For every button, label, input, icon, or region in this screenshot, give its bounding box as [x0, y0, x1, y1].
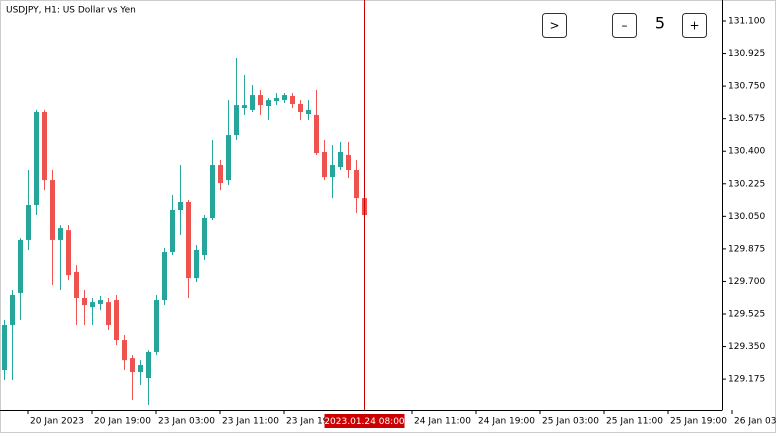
candle-body — [330, 164, 335, 178]
candle-body — [50, 180, 55, 240]
candle-body — [162, 252, 167, 301]
candle-body — [218, 164, 223, 184]
x-tick-label: 24 Jan 19:00 — [478, 417, 535, 427]
candle-body — [314, 114, 319, 154]
candle-body — [122, 340, 127, 361]
candle-body — [258, 95, 263, 106]
candle-body — [130, 358, 135, 373]
candle-body — [146, 351, 151, 379]
y-tick-label: 130.750 — [728, 82, 765, 92]
candle-body — [66, 230, 71, 276]
y-tick-label: 129.350 — [728, 342, 765, 352]
candle-body — [90, 302, 95, 308]
candle-body — [346, 154, 351, 171]
candle-body — [250, 95, 255, 110]
y-tick-label: 130.400 — [728, 147, 765, 157]
x-tick-label: 25 Jan 19:00 — [670, 417, 727, 427]
x-tick-label: 23 Jan 19:00 — [286, 417, 343, 427]
candle-body — [298, 103, 303, 112]
x-tick-label: 23 Jan 11:00 — [222, 417, 279, 427]
y-tick-label: 129.175 — [728, 375, 765, 385]
candle-body — [306, 109, 311, 115]
candle-body — [274, 98, 279, 101]
candle-body — [98, 300, 103, 304]
candle-body — [138, 364, 143, 373]
y-tick-label: 129.525 — [728, 310, 765, 320]
button-box[interactable] — [682, 13, 707, 38]
x-tick-label: 25 Jan 03:00 — [542, 417, 599, 427]
candle-body — [234, 105, 239, 136]
candle-body — [106, 302, 111, 325]
candle-body — [194, 250, 199, 279]
button-box[interactable] — [542, 13, 567, 38]
candle-body — [154, 300, 159, 352]
chart-title: USDJPY, H1: US Dollar vs Yen — [6, 6, 136, 16]
button-box[interactable] — [612, 13, 637, 38]
candle-body — [82, 298, 87, 306]
y-tick-label: 130.925 — [728, 49, 765, 59]
x-tick-label: 24 Jan 11:00 — [414, 417, 471, 427]
candle-body — [338, 151, 343, 168]
scroll-button[interactable]: > — [542, 13, 567, 38]
candle-body — [202, 218, 207, 256]
candle-body — [2, 324, 7, 371]
minus-button[interactable]: – — [612, 13, 637, 38]
x-tick-label: 20 Jan 2023 — [30, 417, 84, 427]
candle-body — [210, 164, 215, 219]
y-tick-label: 130.050 — [728, 212, 765, 222]
y-tick-label: 130.575 — [728, 114, 765, 124]
candle-body — [322, 151, 327, 178]
candle-body — [186, 202, 191, 279]
candle-body — [42, 111, 47, 181]
candle-body — [58, 228, 63, 240]
x-tick-label: 25 Jan 11:00 — [606, 417, 663, 427]
candle-body — [170, 210, 175, 253]
candle-body — [266, 100, 271, 107]
candle-body — [290, 95, 295, 104]
plus-button[interactable]: + — [682, 13, 707, 38]
candle-body — [178, 202, 183, 211]
zoom-value: 5 — [655, 14, 665, 33]
candle-body — [282, 95, 287, 101]
x-tick-label: 26 Jan 03:00 — [734, 417, 776, 427]
y-tick-label: 129.700 — [728, 277, 765, 287]
candle-body — [34, 111, 39, 205]
x-tick-label: 23 Jan 03:00 — [158, 417, 215, 427]
button-label[interactable]: + — [689, 19, 699, 33]
crosshair-label: 2023.01.24 08:00 — [324, 417, 405, 427]
y-tick-label: 130.225 — [728, 179, 765, 189]
button-label[interactable]: > — [549, 19, 559, 33]
crosshair-label-bg — [324, 414, 405, 428]
y-tick-label: 129.875 — [728, 244, 765, 254]
y-tick-label: 131.100 — [728, 16, 765, 26]
candle-body — [10, 295, 15, 325]
x-tick-label: 20 Jan 19:00 — [94, 417, 151, 427]
candle-body — [74, 271, 79, 299]
candle-body — [242, 105, 247, 109]
candle-body — [18, 239, 23, 293]
candle-body — [26, 204, 31, 240]
candle-body — [226, 135, 231, 181]
candle-body — [354, 170, 359, 199]
button-label[interactable]: – — [622, 19, 628, 33]
candle-body — [114, 300, 119, 341]
